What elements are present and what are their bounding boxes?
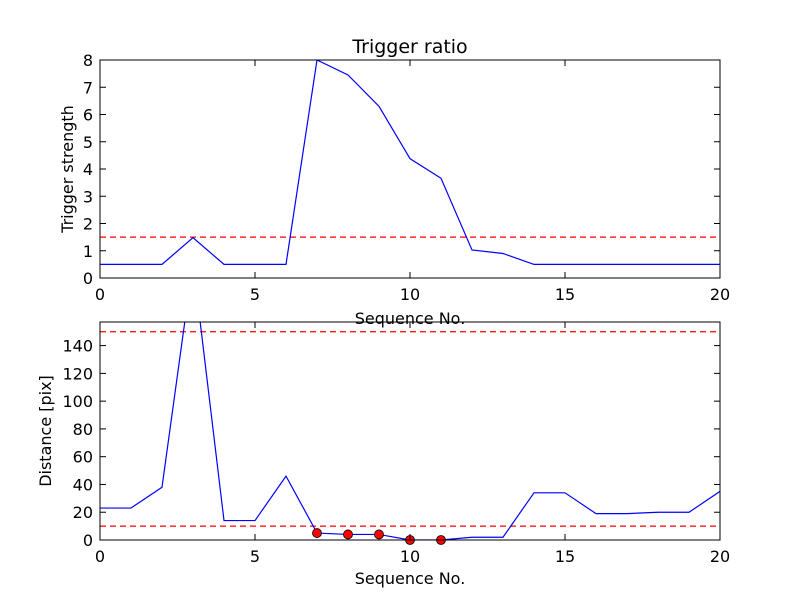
series-line xyxy=(100,322,720,540)
plot-frame xyxy=(99,59,721,279)
x-tick-label: 15 xyxy=(555,547,575,566)
plot-frame xyxy=(99,321,721,541)
y-axis-label: Distance [pix] xyxy=(36,375,55,487)
y-tick-label: 100 xyxy=(62,392,93,411)
y-tick-label: 5 xyxy=(83,133,93,152)
x-tick-label: 10 xyxy=(400,285,420,304)
y-tick-label: 6 xyxy=(83,106,93,125)
bottom-plot-area: 0 5 10 15 20 0 20 40 60 80 100 120 140 xyxy=(62,321,730,566)
data-point-marker xyxy=(343,529,353,540)
y-tick-label: 7 xyxy=(83,78,93,97)
x-tick-label: 5 xyxy=(250,285,260,304)
data-point-marker xyxy=(312,528,322,538)
trigger-ratio-chart: Trigger ratio 0 5 10 15 20 0 1 2 3 4 5 6 7 8 Sequence… xyxy=(58,36,730,328)
chart-title: Trigger ratio xyxy=(351,36,467,58)
y-tick-label: 80 xyxy=(73,420,93,439)
y-tick-label: 60 xyxy=(73,448,93,467)
y-tick-label: 0 xyxy=(83,269,93,288)
y-tick-label: 3 xyxy=(83,187,93,206)
y-tick-label: 40 xyxy=(73,475,93,494)
y-tick-label: 8 xyxy=(83,51,93,70)
y-tick-label: 0 xyxy=(83,531,93,550)
y-axis-label: Trigger strength xyxy=(58,105,77,234)
y-tick-label: 120 xyxy=(62,364,93,383)
series-line xyxy=(100,60,720,265)
x-tick-label: 20 xyxy=(710,285,730,304)
x-tick-label: 10 xyxy=(400,547,420,566)
top-plot-area: 0 5 10 15 20 0 1 2 3 4 5 6 7 8 xyxy=(83,51,730,304)
y-tick-label: 4 xyxy=(83,160,93,179)
y-tick-label: 20 xyxy=(73,503,93,522)
x-axis-label: Sequence No. xyxy=(355,309,466,328)
data-point-marker xyxy=(374,529,384,540)
x-tick-label: 0 xyxy=(95,285,105,304)
x-tick-label: 20 xyxy=(710,547,730,566)
y-tick-label: 140 xyxy=(62,337,93,356)
x-tick-label: 15 xyxy=(555,285,575,304)
x-tick-label: 0 xyxy=(95,547,105,566)
x-tick-label: 5 xyxy=(250,547,260,566)
y-tick-label: 1 xyxy=(83,242,93,261)
y-tick-label: 2 xyxy=(83,215,93,234)
x-axis-label: Sequence No. xyxy=(355,569,466,588)
